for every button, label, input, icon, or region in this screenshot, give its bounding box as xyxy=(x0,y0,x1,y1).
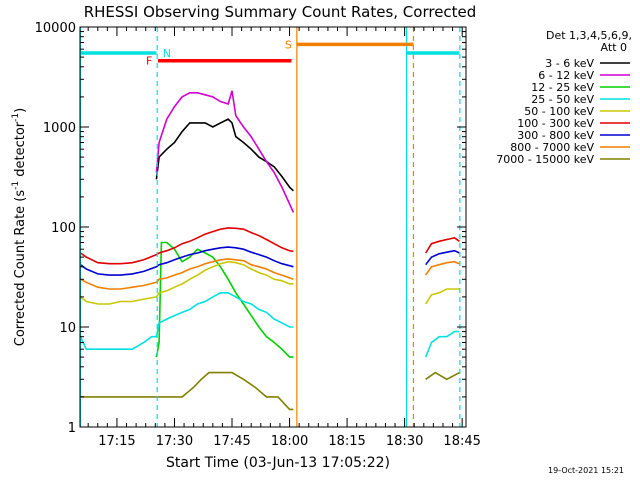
series-line-7 xyxy=(425,249,460,266)
legend-entry-label: 800 - 7000 keV xyxy=(510,141,594,154)
footer-date: 19-Oct-2021 15:21 xyxy=(548,466,624,475)
y-tick-label: 100 xyxy=(51,221,76,236)
series-line-6 xyxy=(80,227,294,265)
legend-entry-label: 7000 - 15000 keV xyxy=(496,153,594,166)
legend-entry-label: 25 - 50 keV xyxy=(531,93,594,106)
x-tick-label: 17:45 xyxy=(213,434,250,449)
x-tick-label: 18:15 xyxy=(328,434,365,449)
legend-entry-label: 12 - 25 keV xyxy=(531,81,594,94)
series-line-6 xyxy=(425,236,460,254)
y-tick-label: 1 xyxy=(68,421,76,436)
x-tick-label: 17:15 xyxy=(98,434,135,449)
legend-header-line1: Det 1,3,4,5,6,9, xyxy=(546,29,632,42)
legend-entry-label: 300 - 800 keV xyxy=(517,129,594,142)
y-tick-label: 1000 xyxy=(43,121,76,136)
y-axis-ticks: 1 10 100 1000 10000 xyxy=(35,21,466,436)
y-axis-label: Corrected Count Rate (s-1 detector-1) xyxy=(11,108,28,346)
flag-label-n: N xyxy=(163,47,171,60)
series-line-9 xyxy=(80,371,294,411)
series-line-7 xyxy=(80,246,294,276)
x-axis-label: Start Time (03-Jun-13 17:05:22) xyxy=(166,455,390,471)
x-tick-label: 18:30 xyxy=(386,434,423,449)
x-tick-label: 18:00 xyxy=(271,434,308,449)
series-line-1 xyxy=(155,118,294,192)
y-tick-label: 10000 xyxy=(35,21,76,36)
plot-area xyxy=(79,90,460,411)
x-tick-label: 17:30 xyxy=(156,434,193,449)
series-line-2 xyxy=(155,90,295,213)
series-line-9 xyxy=(425,371,460,381)
legend-entry-label: 100 - 300 keV xyxy=(517,117,594,130)
flag-label-s: S xyxy=(285,38,292,51)
series-line-8 xyxy=(80,258,294,290)
series-line-4 xyxy=(79,291,294,351)
series-line-5 xyxy=(80,260,294,305)
x-tick-label: 18:45 xyxy=(443,434,480,449)
x-axis-ticks: 17:15 17:30 17:45 18:00 18:15 18:30 18:45 xyxy=(87,27,481,449)
series-line-5 xyxy=(425,288,460,305)
y-tick-label: 10 xyxy=(59,321,76,336)
legend-entry-label: 3 - 6 keV xyxy=(545,57,594,70)
legend-header-line2: Att 0 xyxy=(601,41,627,54)
legend-entry-label: 50 - 100 keV xyxy=(524,105,594,118)
flag-label-f: F xyxy=(146,55,152,68)
series-line-3 xyxy=(155,241,294,358)
legend-entry-label: 6 - 12 keV xyxy=(538,69,594,82)
series-line-8 xyxy=(425,260,460,276)
chart-title: RHESSI Observing Summary Count Rates, Co… xyxy=(84,3,477,21)
series-line-4 xyxy=(424,330,460,358)
